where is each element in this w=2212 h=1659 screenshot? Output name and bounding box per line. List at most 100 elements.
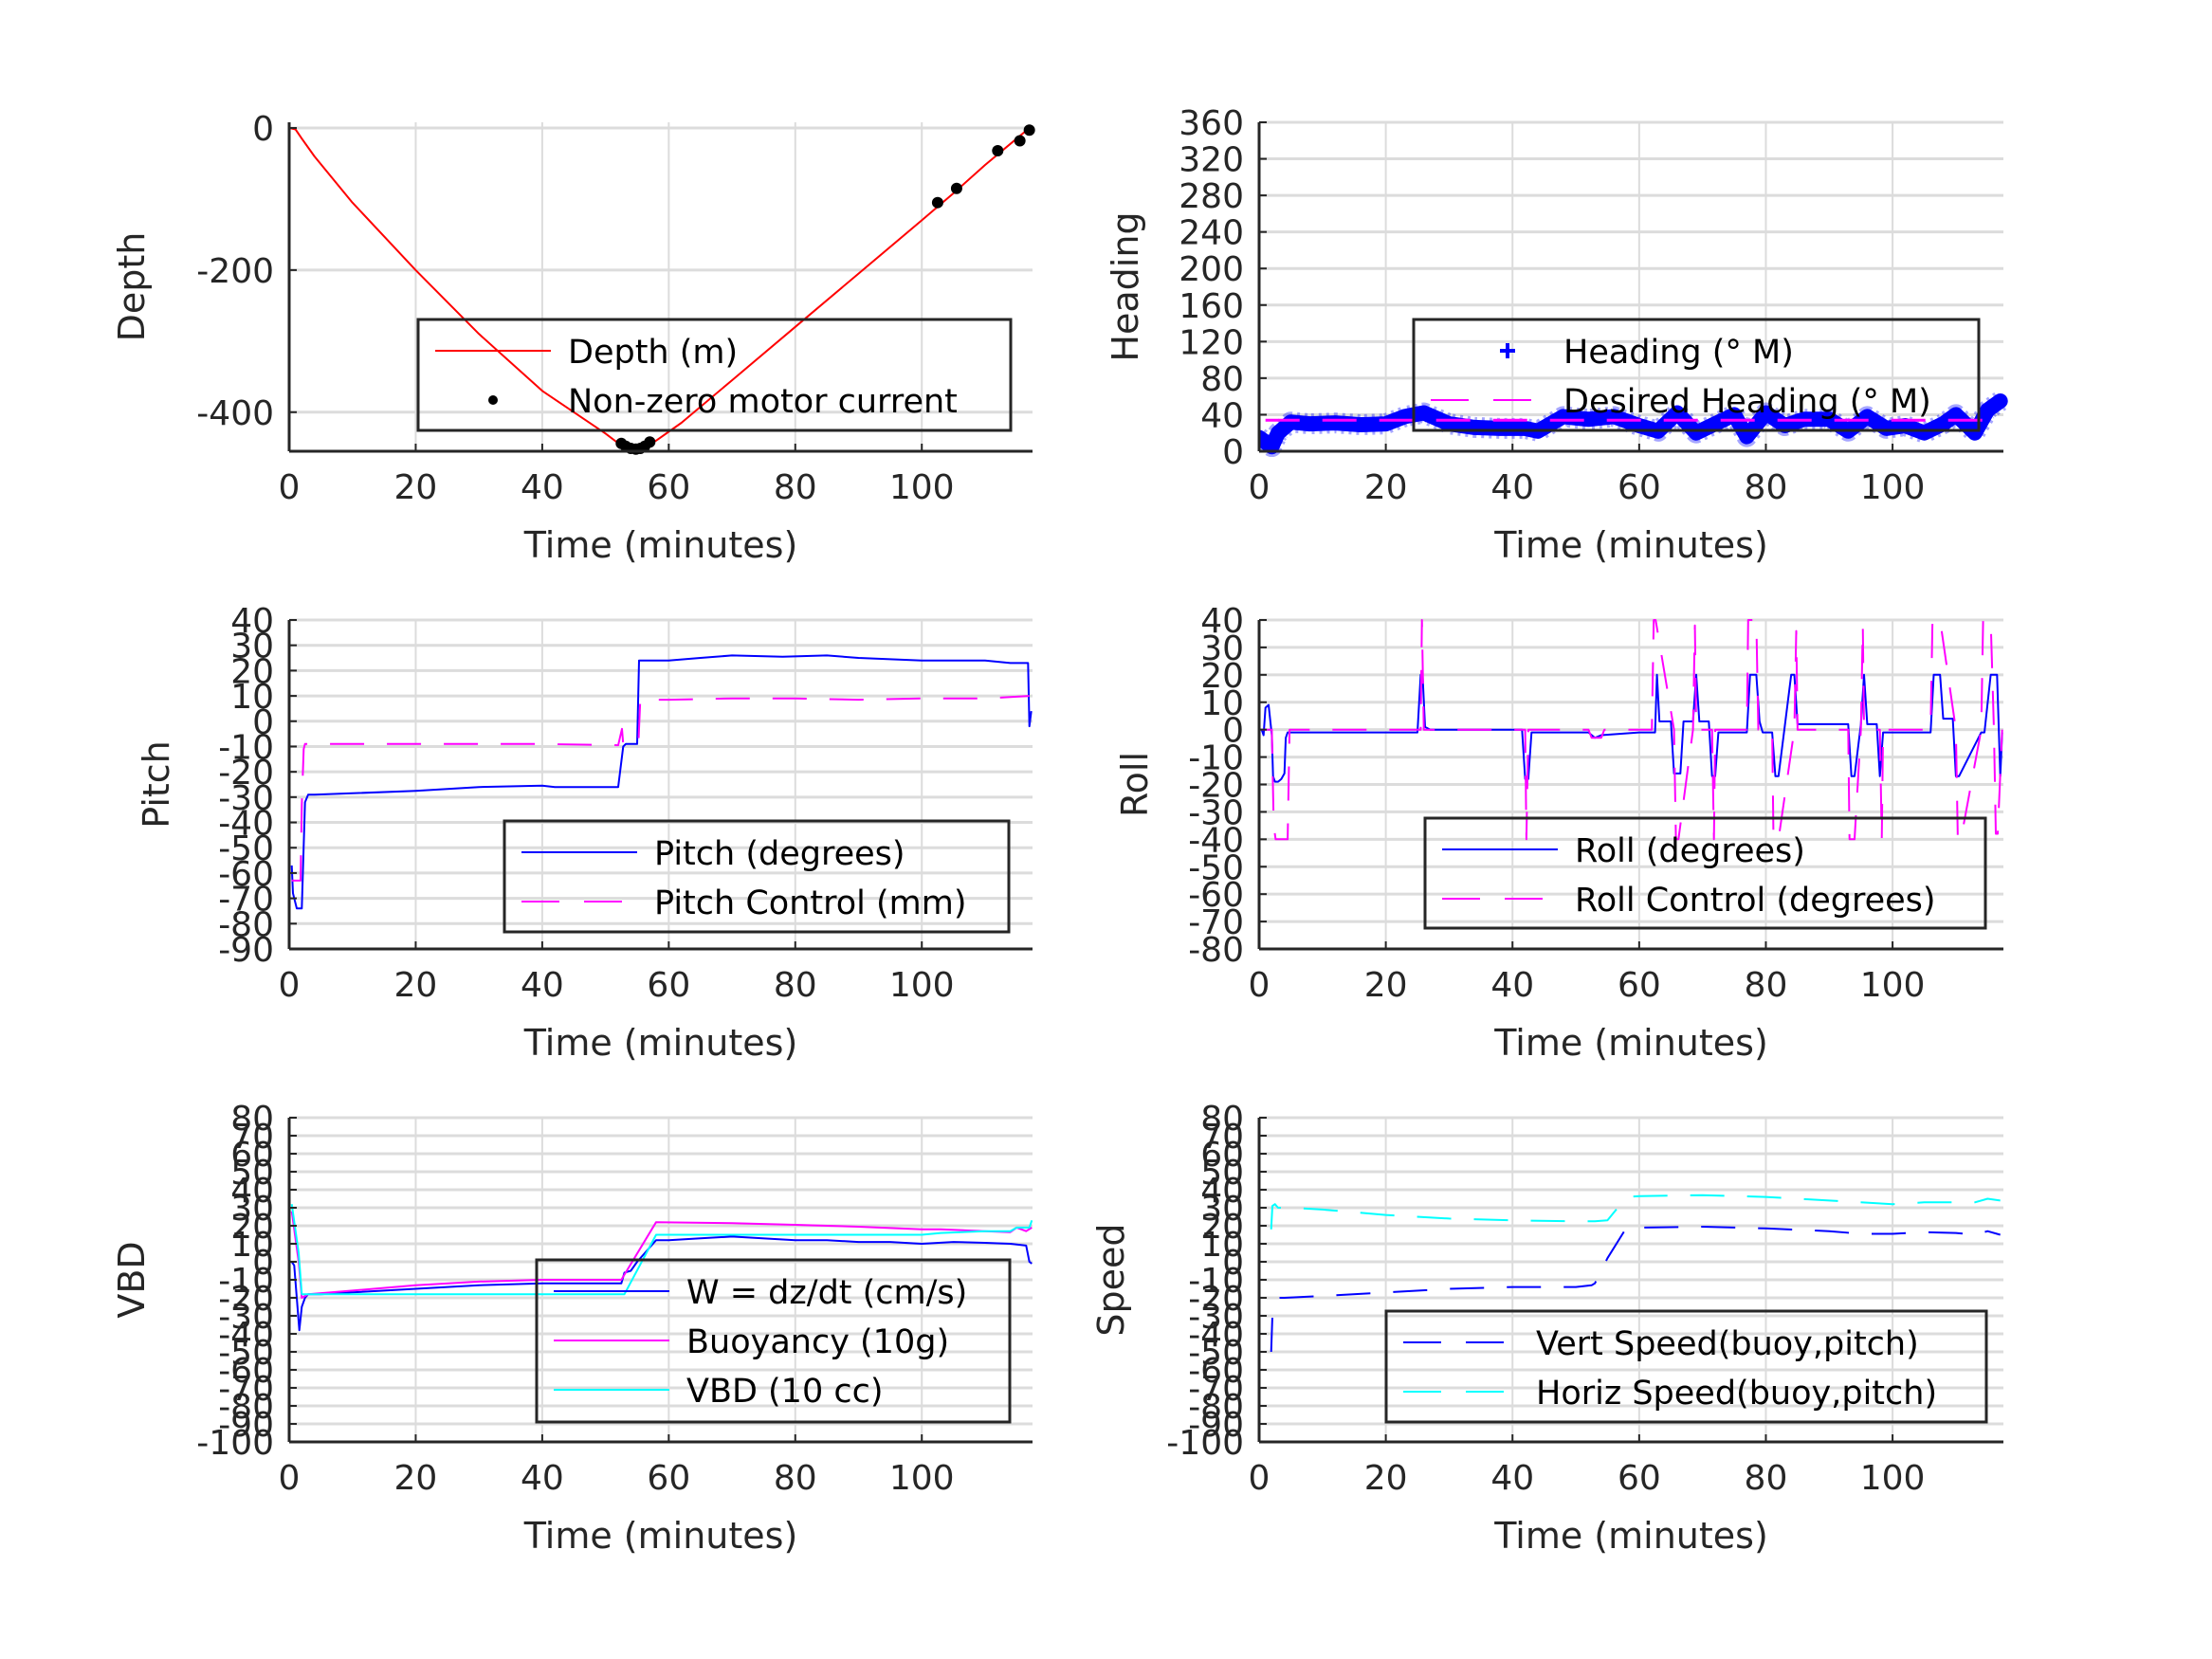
y-tick-label: -20 <box>1188 1280 1244 1319</box>
y-tick-label: 30 <box>1200 1190 1244 1229</box>
vbd-grid <box>288 1116 1033 1444</box>
x-tick-label: 0 <box>1249 1459 1271 1498</box>
y-tick-label: 280 <box>1179 177 1244 216</box>
y-tick-label: 60 <box>1200 1136 1244 1175</box>
y-tick-label: -30 <box>1188 1298 1244 1337</box>
series-horiz-speed-buoy-pitch <box>1270 1194 2001 1230</box>
legend-entry: Vert Speed(buoy,pitch) <box>1403 1325 1919 1363</box>
legend-label: Roll Control (degrees) <box>1575 882 1936 920</box>
x-tick-label: 80 <box>774 1459 817 1498</box>
y-tick-label: 360 <box>1179 104 1244 143</box>
roll-panel: 0 20 40 60 80 100-80-70-60-50-40-30-20-100102… <box>1114 602 2003 1064</box>
y-tick-label: 40 <box>1200 1172 1244 1211</box>
y-tick-label: 10 <box>1200 1226 1244 1265</box>
x-tick-label: 80 <box>774 966 817 1005</box>
depth-grid <box>288 122 1033 451</box>
y-tick-label: -90 <box>218 931 274 970</box>
x-tick-label: 40 <box>521 1459 564 1498</box>
legend-label: VBD (10 cc) <box>686 1373 884 1411</box>
speed-y-axis-label: Speed <box>1090 1223 1132 1336</box>
legend-entry: Heading (° M) <box>1500 334 1794 372</box>
x-tick-label: 20 <box>1364 468 1408 507</box>
y-tick-label: -80 <box>218 905 274 944</box>
legend-entry: Pitch Control (mm) <box>521 884 966 922</box>
heading-legend: Heading (° M) Desired Heading (° M) <box>1412 318 1981 432</box>
legend-entry: Horiz Speed(buoy,pitch) <box>1403 1375 1937 1413</box>
legend-label: Heading (° M) <box>1563 334 1794 372</box>
y-tick-label: -10 <box>1188 739 1244 778</box>
series-pitch-control-mm <box>291 695 1030 882</box>
y-tick-label: 120 <box>1179 323 1244 362</box>
vbd-panel: 0 20 40 60 80 100-100-90-80-70-60-50-40-30-20… <box>111 1100 1033 1557</box>
heading-grid <box>1258 120 2003 453</box>
vbd-series <box>290 1204 1033 1332</box>
y-tick-label: -70 <box>1188 1370 1244 1409</box>
x-tick-label: 80 <box>1745 1459 1788 1498</box>
y-tick-label: 70 <box>230 1118 274 1157</box>
y-tick-label: 70 <box>1200 1118 1244 1157</box>
legend-label: Buoyancy (10g) <box>686 1323 949 1361</box>
y-tick-label: 40 <box>1200 396 1244 435</box>
x-tick-label: 20 <box>1364 966 1408 1005</box>
y-tick-label: 50 <box>230 1154 274 1193</box>
x-tick-label: 60 <box>1618 1459 1661 1498</box>
y-tick-label: -70 <box>218 1370 274 1409</box>
series-roll-degrees <box>1260 673 2003 783</box>
series-vbd-10-cc <box>290 1204 1033 1296</box>
x-tick-label: 60 <box>647 966 690 1005</box>
x-tick-label: 80 <box>1745 468 1788 507</box>
y-tick-label: -20 <box>218 754 274 793</box>
legend-label: Pitch Control (mm) <box>654 884 966 922</box>
legend-entry: Roll Control (degrees) <box>1442 882 1936 920</box>
series-vert-speed-buoy-pitch <box>1270 1226 2001 1353</box>
legend-label: Desired Heading (° M) <box>1563 383 1931 421</box>
roll-y-axis-label: Roll <box>1114 752 1156 817</box>
heading-series <box>1259 392 2008 457</box>
y-tick-label: -80 <box>218 1388 274 1427</box>
y-tick-label: -200 <box>196 252 274 291</box>
y-tick-label: -400 <box>196 394 274 433</box>
data-point <box>992 144 1004 156</box>
y-tick-label: -60 <box>218 1352 274 1391</box>
x-tick-label: 60 <box>647 1459 690 1498</box>
y-tick-label: 20 <box>230 652 274 691</box>
y-tick-label: -90 <box>218 1406 274 1445</box>
y-tick-label: 240 <box>1179 214 1244 253</box>
roll-series <box>1260 619 2003 841</box>
pitch-legend: Pitch (degrees) Pitch Control (mm) <box>503 819 1011 934</box>
x-tick-label: 60 <box>1618 966 1661 1005</box>
legend-label: Vert Speed(buoy,pitch) <box>1536 1325 1919 1363</box>
series-roll-control-degrees <box>1261 619 2003 841</box>
y-tick-label: -40 <box>218 1316 274 1355</box>
y-tick-label: 0 <box>252 703 274 742</box>
y-tick-label: 40 <box>1200 602 1244 641</box>
y-tick-label: 20 <box>230 1208 274 1247</box>
y-tick-label: -30 <box>218 1298 274 1337</box>
heading-y-axis-label: Heading <box>1105 211 1146 361</box>
x-tick-label: 100 <box>1860 468 1926 507</box>
y-tick-label: -50 <box>218 830 274 868</box>
legend-entry: Non-zero motor current <box>488 383 958 421</box>
y-tick-label: 30 <box>230 1190 274 1229</box>
y-tick-label: 320 <box>1179 141 1244 180</box>
y-tick-label: 30 <box>1200 629 1244 668</box>
x-tick-label: 100 <box>1860 1459 1926 1498</box>
x-tick-label: 80 <box>774 468 817 507</box>
x-tick-label: 40 <box>521 468 564 507</box>
series-w-dz-dt-cm-s <box>290 1235 1033 1332</box>
y-tick-label: -100 <box>1166 1424 1244 1463</box>
y-tick-label: -50 <box>1188 1334 1244 1373</box>
y-tick-label: 80 <box>1200 360 1244 399</box>
y-tick-label: -50 <box>218 1334 274 1373</box>
y-tick-label: -70 <box>218 881 274 920</box>
y-tick-label: -80 <box>1188 931 1244 970</box>
y-tick-label: 80 <box>230 1100 274 1139</box>
speed-series <box>1270 1194 2001 1353</box>
heading-x-axis-label: Time (minutes) <box>1493 524 1768 566</box>
legend-label: W = dz/dt (cm/s) <box>686 1274 967 1312</box>
data-point <box>1014 135 1026 147</box>
heading-panel: 0 20 40 60 80 10004080120160200240280320360Ti… <box>1105 104 2008 566</box>
roll-x-axis-label: Time (minutes) <box>1493 1022 1768 1064</box>
legend-entry: Roll (degrees) <box>1442 832 1805 870</box>
